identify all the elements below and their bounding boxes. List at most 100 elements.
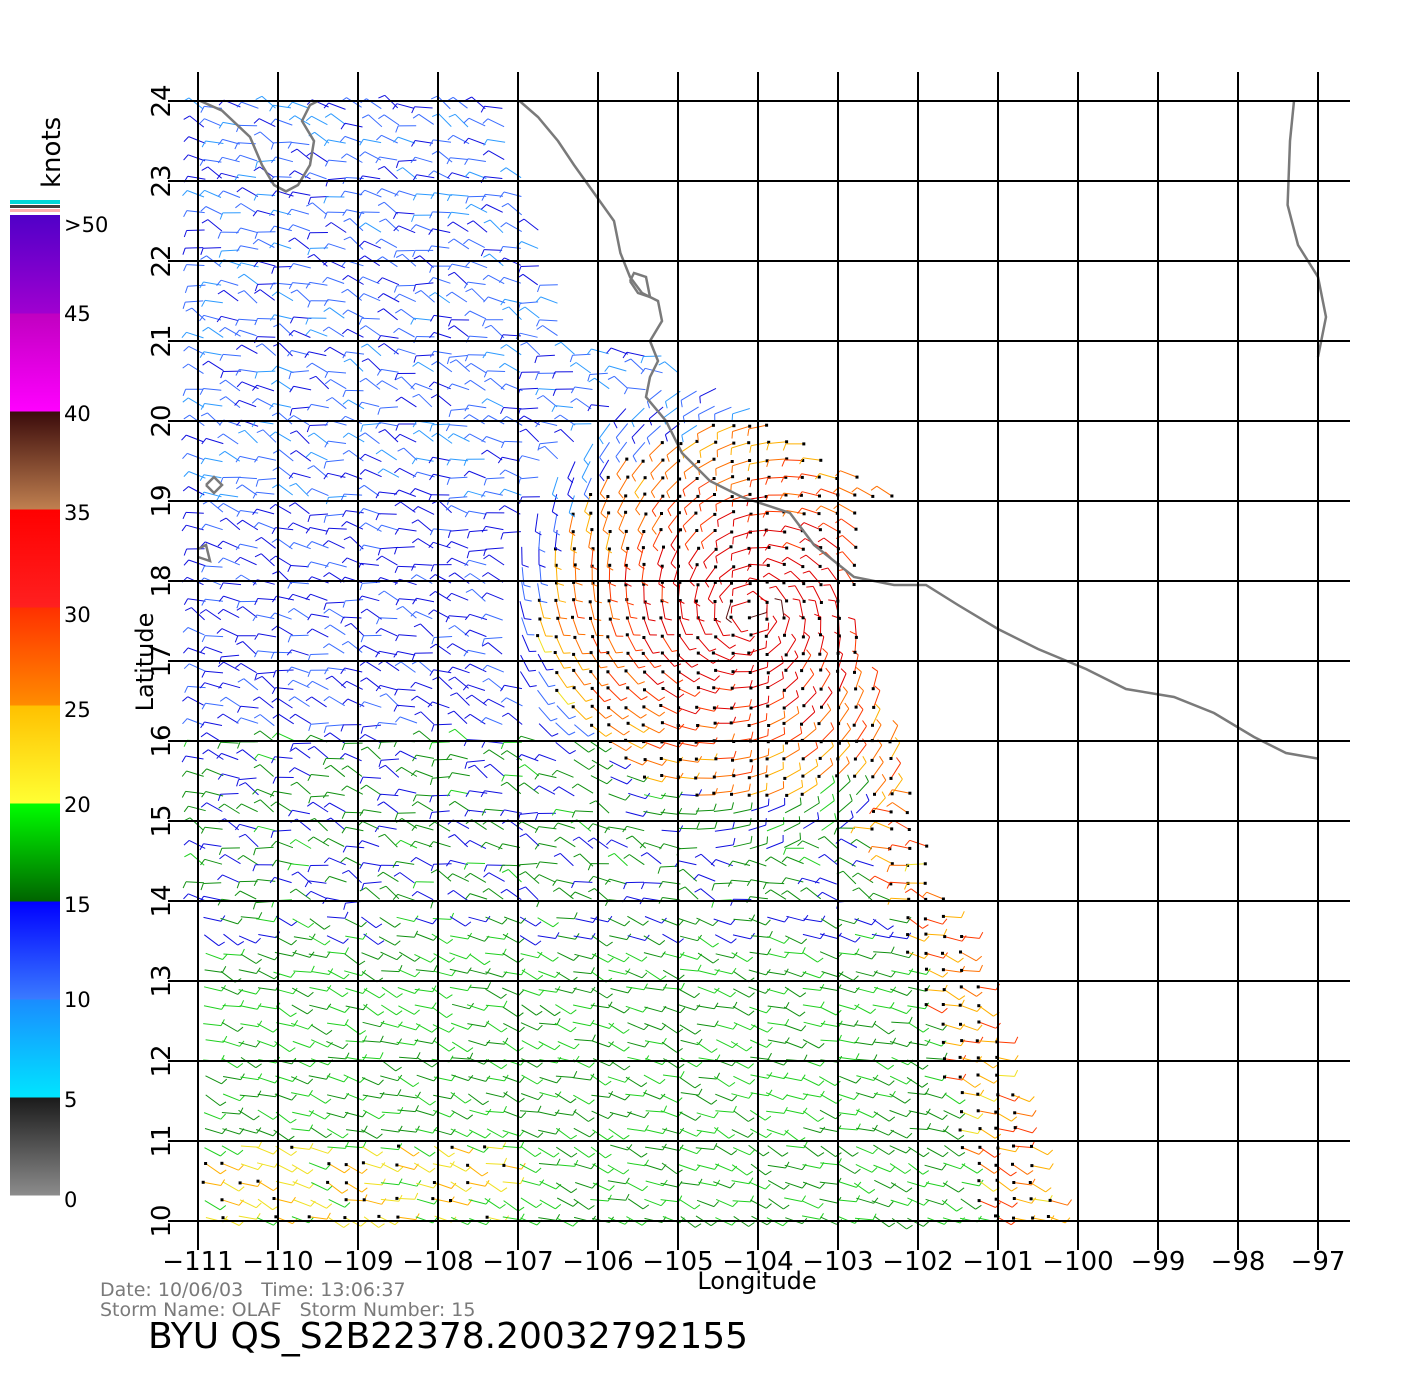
wind-barb — [345, 1005, 364, 1011]
wind-barb — [433, 277, 451, 284]
wind-barb — [362, 175, 381, 180]
wind-barb — [942, 1129, 959, 1140]
wind-barb — [203, 895, 222, 901]
wind-barb — [223, 289, 239, 302]
wind-barb — [329, 561, 347, 568]
wind-barb — [383, 293, 400, 303]
latitude-tick-label: 15 — [147, 804, 177, 837]
longitude-tick-label: −103 — [802, 1247, 873, 1277]
wind-barb — [538, 989, 557, 993]
wind-barb — [889, 1163, 906, 1174]
wind-barb — [380, 684, 398, 691]
wind-barb — [855, 690, 864, 708]
wind-barb — [364, 453, 382, 463]
wind-barb — [819, 1181, 838, 1185]
wind-barb — [203, 491, 222, 498]
wind-barb — [346, 521, 364, 530]
wind-barb — [701, 530, 716, 543]
wind-barb — [243, 678, 259, 691]
wind-barb — [490, 324, 505, 339]
wind-barb — [486, 398, 504, 408]
wind-barb — [361, 952, 379, 960]
wind-barb — [538, 970, 556, 978]
wind-barb — [926, 989, 945, 992]
wind-barb — [454, 728, 469, 742]
wind-barb — [660, 705, 678, 714]
wind-barb — [695, 1147, 714, 1150]
wind-barb — [525, 886, 539, 901]
wind-barb — [786, 1145, 805, 1149]
wind-barb — [732, 824, 751, 830]
longitude-tick-label: −97 — [1291, 1247, 1346, 1277]
wind-barb — [240, 510, 259, 514]
wind-barb — [221, 752, 239, 761]
wind-barb — [592, 1129, 608, 1141]
wind-barb — [838, 800, 853, 813]
wind-barb — [908, 1146, 924, 1158]
wind-barb — [872, 708, 881, 726]
wind-barb — [856, 1127, 874, 1132]
wind-barb — [239, 455, 258, 461]
wind-barb — [364, 469, 382, 478]
wind-barb — [259, 289, 275, 301]
wind-barb — [854, 1004, 871, 1014]
wind-barb — [715, 461, 733, 470]
wind-barb — [450, 1128, 468, 1138]
wind-barb — [733, 808, 752, 814]
wind-barb — [397, 812, 416, 814]
wind-barb — [257, 650, 276, 654]
wind-barb — [697, 617, 706, 635]
longitude-tick-label: −105 — [642, 1247, 713, 1277]
wind-barb — [329, 802, 346, 813]
wind-barb — [802, 457, 821, 461]
wind-barb — [942, 952, 959, 963]
wind-barb — [767, 1022, 786, 1026]
wind-barb — [907, 1217, 924, 1227]
wind-barb — [820, 918, 837, 929]
wind-barb — [873, 807, 892, 813]
wind-barb — [575, 918, 594, 923]
wind-barb — [416, 933, 434, 941]
wind-barb — [220, 793, 239, 795]
wind-barb — [485, 988, 502, 999]
wind-barb — [379, 491, 398, 495]
wind-barb — [208, 326, 224, 338]
wind-barb — [960, 1004, 978, 1012]
longitude-tick-label: −107 — [482, 1247, 553, 1277]
wind-barb — [519, 332, 538, 338]
wind-barb — [239, 1094, 258, 1098]
wind-barb — [470, 203, 488, 213]
wind-barb — [700, 514, 716, 526]
wind-barb — [577, 783, 594, 794]
wind-barb — [660, 811, 679, 815]
wind-barb — [277, 412, 293, 425]
wind-barb — [538, 388, 557, 391]
wind-barb — [801, 654, 812, 671]
wind-barb — [732, 934, 751, 940]
wind-barb — [417, 890, 434, 901]
wind-barb — [765, 621, 778, 637]
wind-barb — [345, 987, 363, 994]
wind-barb — [715, 757, 734, 760]
wind-barb — [433, 1109, 451, 1118]
wind-barb — [382, 277, 400, 286]
wind-barb — [539, 861, 558, 865]
wind-barb — [452, 134, 470, 145]
wind-barb — [731, 719, 750, 724]
wind-barb — [311, 1182, 328, 1191]
wind-barb — [829, 584, 839, 602]
wind-barb — [521, 1004, 537, 1016]
wind-barb — [415, 611, 433, 620]
wind-barb — [803, 1145, 819, 1157]
wind-barb — [310, 1199, 327, 1209]
wind-barb — [725, 600, 732, 619]
wind-barb — [453, 433, 470, 442]
wind-barb — [785, 935, 802, 945]
wind-barb — [292, 918, 309, 928]
wind-barb — [362, 820, 380, 830]
wind-barb — [732, 1005, 749, 1016]
wind-barb — [223, 1076, 241, 1081]
wind-barb — [906, 1076, 923, 1088]
wind-barb — [455, 359, 471, 372]
wind-barb — [344, 953, 360, 966]
